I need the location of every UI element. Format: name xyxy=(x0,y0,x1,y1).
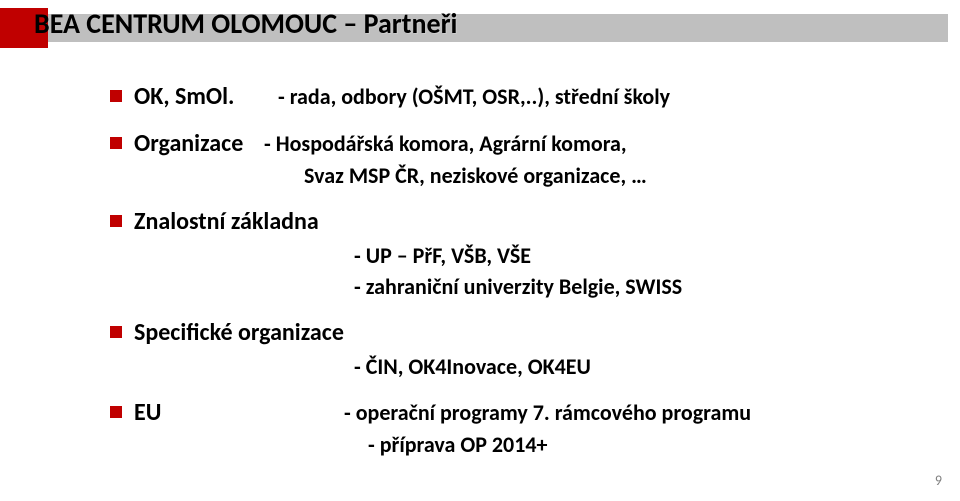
title-bar: BEA CENTRUM OLOMOUC – Partneři xyxy=(0,8,960,58)
item-detail: - Hospodářská komora, Agrární komora, xyxy=(264,130,627,157)
title-sep: – xyxy=(337,6,364,41)
item-sub-block: - příprava OP 2014+ xyxy=(354,431,920,458)
item-sub-block: - ČIN, OK4Inovace, OK4EU xyxy=(354,353,920,380)
item-line: Svaz MSP ČR, neziskové organizace, … xyxy=(304,162,920,189)
item-continuation: Svaz MSP ČR, neziskové organizace, … xyxy=(304,162,920,189)
item-label: EU xyxy=(134,398,344,427)
list-item: Specifické organizace - ČIN, OK4Inovace,… xyxy=(110,318,920,380)
item-line: - UP – PřF, VŠB, VŠE xyxy=(354,242,920,269)
item-detail: - operační programy 7. rámcového program… xyxy=(344,399,751,426)
item-line: - příprava OP 2014+ xyxy=(368,431,920,458)
item-label: Organizace xyxy=(134,129,264,158)
item-row: Organizace - Hospodářská komora, Agrární… xyxy=(134,129,920,158)
list-item: OK, SmOl. - rada, odbory (OŠMT, OSR,..),… xyxy=(110,82,920,111)
slide-title: BEA CENTRUM OLOMOUC – Partneři xyxy=(34,6,457,41)
item-sub-block: - UP – PřF, VŠB, VŠE - zahraniční univer… xyxy=(354,242,920,300)
list-item: Organizace - Hospodářská komora, Agrární… xyxy=(110,129,920,189)
title-sub: Partneři xyxy=(364,6,458,41)
item-label: OK, SmOl. xyxy=(134,82,264,111)
title-main: BEA CENTRUM OLOMOUC xyxy=(34,6,337,41)
item-line: - zahraniční univerzity Belgie, SWISS xyxy=(354,273,920,300)
item-row: EU - operační programy 7. rámcového prog… xyxy=(134,398,920,427)
slide: BEA CENTRUM OLOMOUC – Partneři OK, SmOl.… xyxy=(0,0,960,501)
content-area: OK, SmOl. - rada, odbory (OŠMT, OSR,..),… xyxy=(110,82,920,476)
item-label: Specifické organizace xyxy=(134,318,344,347)
page-number: 9 xyxy=(935,472,942,489)
item-detail: - rada, odbory (OŠMT, OSR,..), střední š… xyxy=(278,83,670,110)
list-item: EU - operační programy 7. rámcového prog… xyxy=(110,398,920,458)
item-line: - ČIN, OK4Inovace, OK4EU xyxy=(354,353,920,380)
bullet-list: OK, SmOl. - rada, odbory (OŠMT, OSR,..),… xyxy=(110,82,920,458)
list-item: Znalostní základna - UP – PřF, VŠB, VŠE … xyxy=(110,207,920,300)
item-row: OK, SmOl. - rada, odbory (OŠMT, OSR,..),… xyxy=(134,82,920,111)
item-label: Znalostní základna xyxy=(134,207,319,236)
